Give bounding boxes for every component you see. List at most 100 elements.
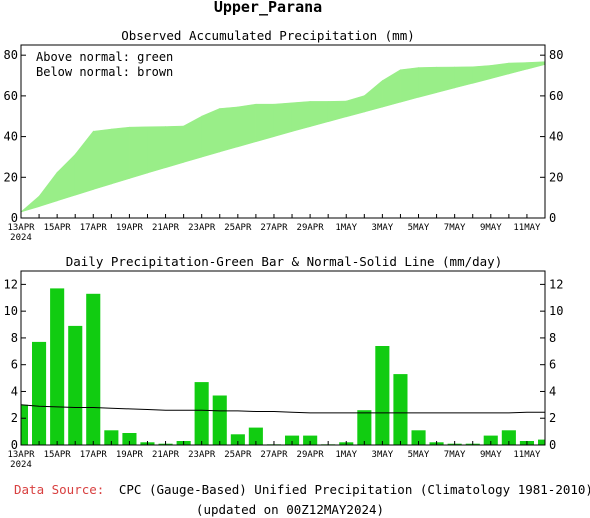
x-tick-label: 21APR bbox=[152, 223, 180, 233]
y-tick-label: 10 bbox=[549, 304, 563, 318]
daily-precip-bar bbox=[285, 435, 300, 445]
y-tick-label: 40 bbox=[4, 130, 18, 144]
above-normal-area bbox=[219, 106, 239, 153]
y-tick-label: 4 bbox=[549, 384, 556, 398]
above-normal-area bbox=[111, 126, 130, 185]
above-normal-area bbox=[38, 171, 58, 208]
daily-precip-bar bbox=[375, 346, 390, 445]
daily-precip-bar bbox=[21, 404, 28, 445]
x-tick-label: 1MAY bbox=[335, 450, 357, 460]
y-tick-label: 20 bbox=[4, 170, 18, 184]
y-tick-label: 6 bbox=[549, 358, 556, 372]
y-tick-label: 8 bbox=[11, 331, 18, 345]
x-tick-label: 23APR bbox=[188, 223, 216, 233]
x-tick-label: 7MAY bbox=[444, 450, 466, 460]
daily-precip-bar bbox=[483, 435, 498, 445]
x-tick-label: 9MAY bbox=[480, 223, 502, 233]
daily-chart: Daily Precipitation-Green Bar & Normal-S… bbox=[4, 254, 564, 470]
above-normal-area bbox=[309, 101, 329, 127]
y-tick-label: 4 bbox=[11, 384, 18, 398]
daily-y-axis: 0 0 2 2 4 4 6 6 8 8 10 10 12 12 bbox=[4, 277, 564, 452]
above-normal-area bbox=[345, 95, 365, 118]
y-tick-label: 80 bbox=[549, 48, 563, 62]
legend-below-normal: Below normal: brown bbox=[36, 65, 173, 79]
y-tick-label: 20 bbox=[549, 170, 563, 184]
above-normal-area bbox=[400, 67, 419, 103]
page-title: Upper_Parana bbox=[214, 0, 322, 16]
x-tick-label: 15APR bbox=[44, 450, 72, 460]
x-tick-label: 15APR bbox=[44, 223, 72, 233]
x-tick-label: 27APR bbox=[260, 223, 288, 233]
above-normal-area bbox=[237, 103, 257, 148]
x-tick-label: 1MAY bbox=[335, 223, 357, 233]
above-normal-area bbox=[436, 66, 456, 93]
updated-note: (updated on 00Z12MAY2024) bbox=[196, 502, 384, 517]
accumulated-x-axis: 13APR 15APR 17APR 19APR 21APR 23APR 25APR 27APR… bbox=[7, 214, 546, 243]
above-normal-area bbox=[418, 66, 437, 98]
x-tick-label: 3MAY bbox=[372, 450, 394, 460]
x-tick-label: 7MAY bbox=[444, 223, 466, 233]
daily-precip-bar bbox=[357, 410, 372, 445]
daily-precip-bar bbox=[194, 382, 209, 445]
daily-precip-bar bbox=[86, 293, 101, 445]
daily-precip-bar bbox=[303, 435, 318, 445]
x-tick-label: 13APR bbox=[7, 450, 35, 460]
daily-precip-bar bbox=[411, 430, 426, 445]
y-tick-label: 12 bbox=[549, 277, 563, 291]
y-tick-label: 60 bbox=[4, 89, 18, 103]
y-tick-label: 60 bbox=[549, 89, 563, 103]
daily-precip-bar bbox=[104, 430, 119, 445]
x-tick-label: 19APR bbox=[116, 223, 144, 233]
daily-x-axis: 13APR 15APR 17APR 19APR 21APR 23APR 25APR 27APR… bbox=[7, 441, 546, 470]
above-normal-area bbox=[56, 153, 76, 202]
above-normal-area bbox=[201, 108, 221, 158]
above-normal-area bbox=[20, 195, 40, 213]
normal-line bbox=[20, 404, 545, 414]
accumulated-plot-frame bbox=[20, 44, 546, 219]
x-tick-label: 25APR bbox=[224, 450, 252, 460]
y-tick-label: 6 bbox=[11, 358, 18, 372]
x-tick-label: 29APR bbox=[297, 223, 325, 233]
x-tick-label: 5MAY bbox=[408, 450, 430, 460]
y-tick-label: 10 bbox=[4, 304, 18, 318]
daily-precip-bar bbox=[212, 395, 227, 445]
accumulated-chart: Observed Accumulated Precipitation (mm) … bbox=[4, 28, 564, 243]
data-source-line: Data Source: CPC (Gauge-Based) Unified P… bbox=[14, 482, 590, 497]
y-tick-label: 8 bbox=[549, 331, 556, 345]
accumulated-plot-area bbox=[20, 61, 546, 213]
x-tick-label: 13APR bbox=[7, 223, 35, 233]
daily-plot-frame bbox=[20, 270, 546, 446]
y-tick-label: 0 bbox=[11, 438, 18, 452]
accumulated-y-axis: 0 0 20 20 40 40 60 60 80 80 bbox=[4, 48, 564, 225]
x-tick-label: 23APR bbox=[188, 450, 216, 460]
above-normal-area bbox=[183, 115, 202, 163]
x-tick-label: 29APR bbox=[297, 450, 325, 460]
above-normal-area bbox=[526, 61, 546, 70]
above-normal-area bbox=[147, 126, 166, 174]
x-tick-label: 3MAY bbox=[372, 223, 394, 233]
above-normal-area bbox=[363, 79, 383, 113]
above-normal-area bbox=[129, 126, 148, 179]
x-tick-label: 17APR bbox=[80, 223, 108, 233]
x-tick-label: 11MAY bbox=[513, 450, 541, 460]
above-normal-area bbox=[472, 65, 492, 84]
y-tick-label: 80 bbox=[4, 48, 18, 62]
x-tick-label: 21APR bbox=[152, 450, 180, 460]
x-tick-label: 11MAY bbox=[513, 223, 541, 233]
x-tick-label: 9MAY bbox=[480, 450, 502, 460]
above-normal-area bbox=[165, 125, 184, 169]
y-tick-label: 2 bbox=[11, 411, 18, 425]
y-tick-label: 12 bbox=[4, 277, 18, 291]
above-normal-area bbox=[93, 128, 112, 190]
above-normal-area bbox=[255, 103, 275, 143]
daily-precip-bar bbox=[50, 288, 65, 445]
daily-precip-bar bbox=[32, 341, 47, 445]
daily-precip-bar bbox=[538, 439, 545, 445]
x-tick-label: 5MAY bbox=[408, 223, 430, 233]
daily-precip-bar bbox=[122, 433, 137, 445]
y-tick-label: 0 bbox=[549, 211, 556, 225]
y-tick-label: 0 bbox=[549, 438, 556, 452]
accumulated-chart-title: Observed Accumulated Precipitation (mm) bbox=[121, 28, 415, 43]
x-tick-label: 25APR bbox=[224, 223, 252, 233]
x-year-label: 2024 bbox=[10, 460, 32, 470]
